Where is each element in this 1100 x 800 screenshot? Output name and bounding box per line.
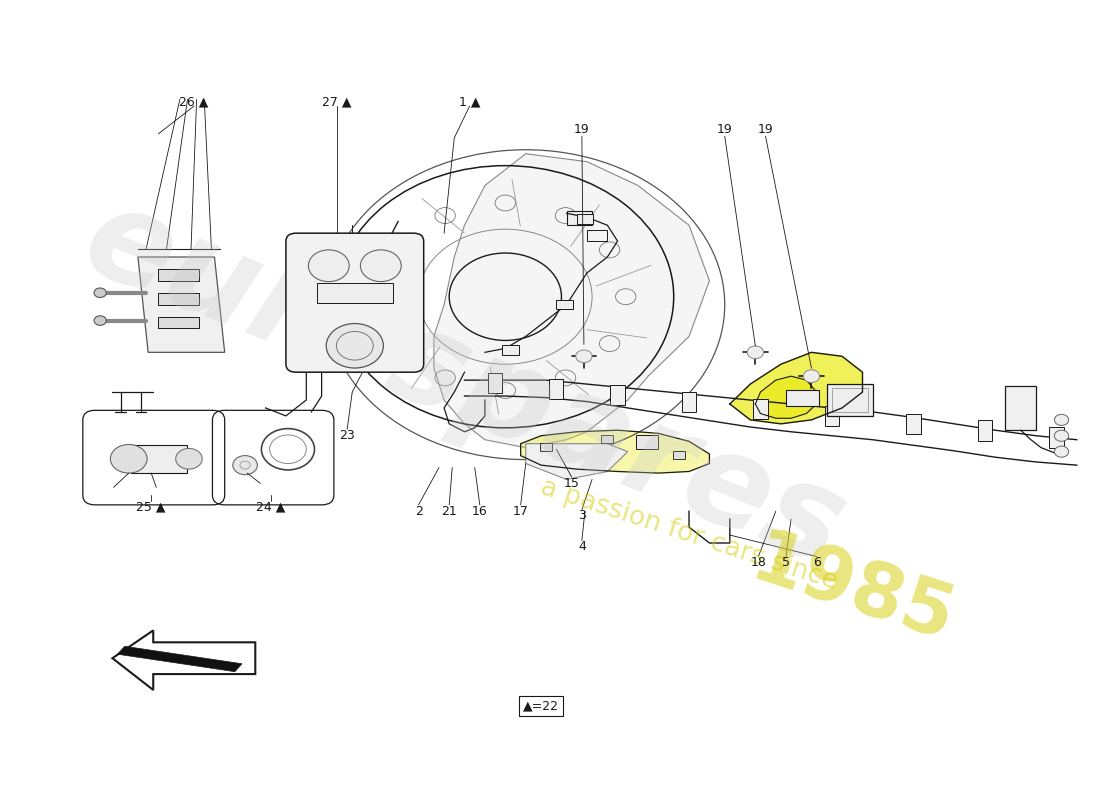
Text: 19: 19 [758, 123, 773, 136]
Bar [825, 406, 839, 426]
Text: 19: 19 [717, 123, 733, 136]
Bar [827, 384, 872, 416]
Bar [576, 214, 593, 224]
Circle shape [95, 316, 107, 326]
Text: eurospares: eurospares [67, 175, 862, 594]
Circle shape [803, 370, 820, 382]
Bar [1005, 386, 1036, 430]
Text: 23: 23 [339, 430, 355, 442]
Polygon shape [112, 630, 255, 690]
Bar [682, 392, 696, 412]
Bar [978, 421, 992, 441]
Bar [158, 317, 199, 329]
Bar [610, 385, 625, 406]
Bar [317, 283, 393, 302]
Circle shape [1055, 430, 1068, 442]
Text: 21: 21 [441, 505, 458, 518]
Polygon shape [756, 376, 816, 418]
Text: 3: 3 [578, 509, 586, 522]
Text: 27 ▲: 27 ▲ [322, 95, 352, 109]
Bar [754, 398, 768, 419]
Bar [832, 388, 868, 412]
Bar [1049, 427, 1064, 448]
Circle shape [176, 449, 202, 469]
Bar [557, 300, 573, 310]
Bar [906, 414, 921, 434]
Circle shape [1055, 446, 1068, 457]
Circle shape [361, 250, 402, 282]
Bar [786, 390, 818, 406]
Polygon shape [118, 646, 242, 672]
Text: 17: 17 [513, 505, 529, 518]
Circle shape [110, 445, 147, 473]
Circle shape [308, 250, 349, 282]
Text: 24 ▲: 24 ▲ [256, 501, 285, 514]
Circle shape [747, 346, 763, 358]
Text: 4: 4 [578, 541, 586, 554]
Bar [503, 345, 518, 354]
Circle shape [575, 350, 592, 362]
Text: 6: 6 [813, 556, 821, 570]
Text: 18: 18 [750, 556, 767, 570]
Bar [131, 446, 187, 473]
Bar [602, 435, 614, 443]
Text: 25 ▲: 25 ▲ [136, 501, 166, 514]
Circle shape [327, 323, 384, 368]
Bar [587, 230, 607, 241]
Text: 1985: 1985 [741, 524, 962, 658]
Text: 2: 2 [415, 505, 422, 518]
Circle shape [95, 288, 107, 298]
Bar [549, 378, 563, 399]
Text: a passion for cars since: a passion for cars since [537, 474, 840, 595]
Text: 26 ▲: 26 ▲ [179, 95, 209, 109]
Circle shape [233, 456, 257, 474]
Circle shape [1055, 414, 1068, 426]
Bar [673, 451, 685, 458]
Bar [488, 373, 503, 394]
Polygon shape [526, 444, 628, 479]
FancyBboxPatch shape [286, 233, 424, 372]
Bar [636, 435, 659, 450]
Polygon shape [520, 430, 710, 473]
Text: 1 ▲: 1 ▲ [459, 95, 481, 109]
Polygon shape [729, 352, 862, 424]
Text: 19: 19 [574, 123, 590, 136]
Polygon shape [138, 257, 224, 352]
Bar [158, 293, 199, 305]
Bar [158, 269, 199, 281]
Text: 16: 16 [472, 505, 487, 518]
Text: 5: 5 [782, 556, 790, 570]
Text: ▲=22: ▲=22 [522, 699, 559, 712]
Bar [566, 211, 592, 226]
Bar [540, 443, 552, 451]
Polygon shape [433, 154, 710, 448]
Text: 15: 15 [563, 477, 580, 490]
